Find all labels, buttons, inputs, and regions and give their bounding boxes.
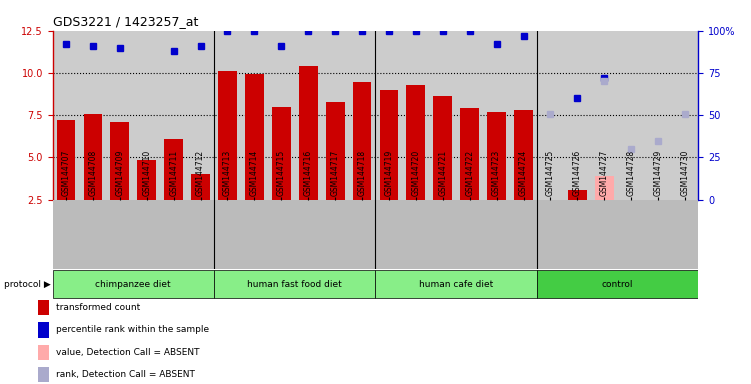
Text: chimpanzee diet: chimpanzee diet (95, 280, 171, 289)
Bar (164, 139, 183, 200)
Bar (326, 102, 345, 200)
Bar (214, 270, 376, 298)
Bar (38, 367, 49, 382)
Bar (38, 300, 49, 315)
Text: rank, Detection Call = ABSENT: rank, Detection Call = ABSENT (56, 370, 195, 379)
Text: human fast food diet: human fast food diet (247, 280, 342, 289)
Bar (622, 200, 641, 225)
Text: transformed count: transformed count (56, 303, 140, 312)
Bar (299, 66, 318, 200)
Bar (514, 110, 533, 200)
Bar (406, 85, 425, 200)
Bar (541, 200, 559, 222)
Bar (272, 107, 291, 200)
Text: human cafe diet: human cafe diet (419, 280, 493, 289)
Text: protocol ▶: protocol ▶ (4, 280, 50, 289)
Bar (460, 108, 479, 200)
Bar (53, 270, 214, 298)
Bar (245, 74, 264, 200)
Bar (192, 174, 210, 200)
Bar (56, 120, 75, 200)
Bar (487, 112, 506, 200)
Bar (649, 200, 668, 222)
Bar (38, 322, 49, 338)
Bar (218, 71, 237, 200)
Text: value, Detection Call = ABSENT: value, Detection Call = ABSENT (56, 348, 200, 357)
Bar (537, 270, 698, 298)
Text: GDS3221 / 1423257_at: GDS3221 / 1423257_at (53, 15, 198, 28)
Bar (568, 190, 587, 200)
Bar (38, 345, 49, 360)
Bar (83, 114, 102, 200)
Bar (433, 96, 452, 200)
Text: control: control (602, 280, 633, 289)
Bar (137, 160, 156, 200)
Bar (376, 270, 537, 298)
Text: percentile rank within the sample: percentile rank within the sample (56, 325, 210, 334)
Bar (379, 90, 398, 200)
Bar (110, 122, 129, 200)
Bar (595, 176, 614, 200)
Bar (353, 82, 372, 200)
